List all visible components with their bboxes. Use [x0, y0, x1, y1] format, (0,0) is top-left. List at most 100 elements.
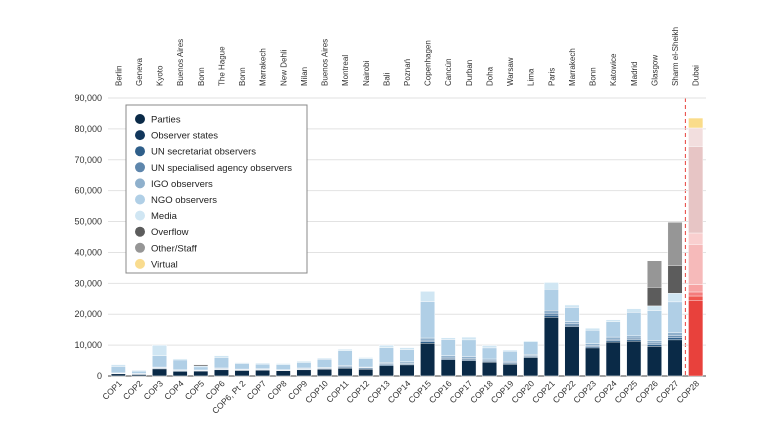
legend-label: Other/Staff: [151, 243, 197, 254]
bar-segment: [647, 260, 662, 288]
legend-marker: [135, 242, 145, 253]
bar-segment: [255, 362, 271, 365]
bar-segment: [647, 305, 662, 311]
x-tick-label: COP4: [162, 378, 186, 402]
legend-label: Parties: [151, 115, 181, 126]
bar-segment: [647, 287, 662, 307]
legend-box: [125, 104, 308, 274]
bar-segment: [296, 369, 312, 377]
bar-segment: [317, 357, 332, 360]
bar-segment: [461, 356, 477, 359]
location-label: Kyoto: [156, 65, 165, 86]
legend-label: UN specialised agency observers: [151, 163, 292, 174]
legend-label: Virtual: [151, 259, 178, 270]
y-tick-label: 40,000: [74, 247, 102, 257]
bar-outline: [502, 349, 518, 377]
bar-outline: [110, 364, 126, 377]
location-label: Milan: [300, 67, 309, 86]
bar-segment: [131, 370, 147, 374]
bar-outline: [585, 327, 600, 377]
bar-segment: [275, 364, 291, 370]
bar-segment: [440, 339, 456, 356]
bar-segment: [605, 319, 621, 322]
bar-segment: [626, 335, 642, 339]
bar-outline: [605, 319, 621, 377]
y-axis: 0 10,000 20,000 30,000 40,000 50,000 60,000 70,…: [74, 93, 102, 381]
location-label: Marrakech: [259, 48, 268, 86]
bar-segment: [688, 117, 704, 129]
y-tick-label: 0: [97, 371, 102, 381]
bar-segment: [461, 360, 477, 377]
bar-segment: [523, 357, 539, 377]
location-label: Berlin: [114, 66, 123, 86]
bar-segment: [255, 363, 271, 369]
bar-segment: [688, 300, 704, 377]
bar-segment: [213, 357, 229, 369]
location-label: Buenos Aires: [176, 39, 185, 86]
bar-segment: [296, 360, 312, 363]
bar-segment: [688, 232, 704, 245]
bar-outline: [255, 362, 271, 377]
bar-segment: [585, 327, 601, 331]
legend-label: IGO observers: [151, 179, 213, 190]
bar-segment: [110, 364, 126, 367]
y-tick-label: 70,000: [74, 155, 102, 165]
bar-segment: [564, 324, 580, 327]
bar-segment: [626, 308, 642, 313]
bar-segment: [626, 337, 642, 340]
bar-segment: [337, 368, 353, 377]
bar-segment: [543, 282, 559, 290]
bar-segment: [688, 244, 704, 285]
location-label: Marrakech: [568, 48, 577, 86]
bar-segment: [296, 362, 312, 369]
bar-segment: [234, 363, 250, 370]
bar-segment: [358, 369, 374, 377]
bar-segment: [172, 359, 188, 371]
legend-marker: [135, 162, 145, 173]
bar-segment: [420, 339, 436, 342]
bar-outline: [482, 345, 497, 377]
y-tick-label: 60,000: [74, 186, 102, 196]
bar-segment: [585, 330, 601, 344]
bar-outline: [193, 364, 209, 377]
legend-marker: [135, 114, 145, 124]
x-tick-label: COP3: [142, 378, 166, 402]
bar-segment: [543, 317, 559, 377]
bar-segment: [605, 321, 621, 338]
bar-outline: [543, 282, 559, 377]
bar-outline: [379, 344, 394, 377]
bar-segment: [543, 313, 559, 316]
x-tick-label: COP2: [121, 378, 145, 402]
bar-segment: [358, 358, 374, 368]
x-tick-label: COP28: [674, 378, 701, 405]
bar-segment: [440, 359, 456, 377]
bar-segment: [399, 347, 415, 350]
bar-segment: [667, 332, 683, 337]
bar-segment: [110, 373, 126, 377]
bar-segment: [378, 344, 394, 348]
bar-segment: [358, 357, 374, 359]
y-tick-label: 80,000: [74, 124, 102, 134]
legend-marker: [135, 226, 145, 237]
bar-segment: [152, 344, 167, 356]
bar-segment: [172, 371, 188, 377]
location-label: Katowice: [609, 53, 618, 86]
y-tick-label: 10,000: [74, 340, 102, 350]
bar-segment: [523, 341, 539, 355]
bar-outline: [647, 260, 662, 377]
bar-segment: [420, 291, 436, 302]
bar-segment: [564, 326, 580, 377]
bar-segment: [482, 345, 497, 349]
stacked-bars: [110, 117, 704, 377]
bar-segment: [440, 337, 456, 340]
bar-segment: [152, 368, 167, 377]
x-tick-label: COP7: [245, 378, 269, 402]
location-label: Nairobi: [362, 60, 371, 86]
bar-segment: [337, 350, 353, 366]
legend-marker: [135, 130, 145, 141]
y-tick-label: 90,000: [74, 93, 102, 103]
bar-segment: [688, 146, 704, 234]
bar-segment: [193, 366, 209, 371]
bar-segment: [647, 342, 662, 345]
